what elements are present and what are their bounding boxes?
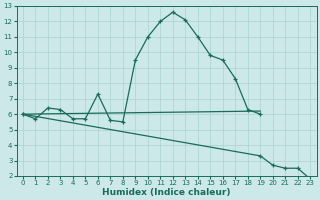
X-axis label: Humidex (Indice chaleur): Humidex (Indice chaleur) xyxy=(102,188,231,197)
